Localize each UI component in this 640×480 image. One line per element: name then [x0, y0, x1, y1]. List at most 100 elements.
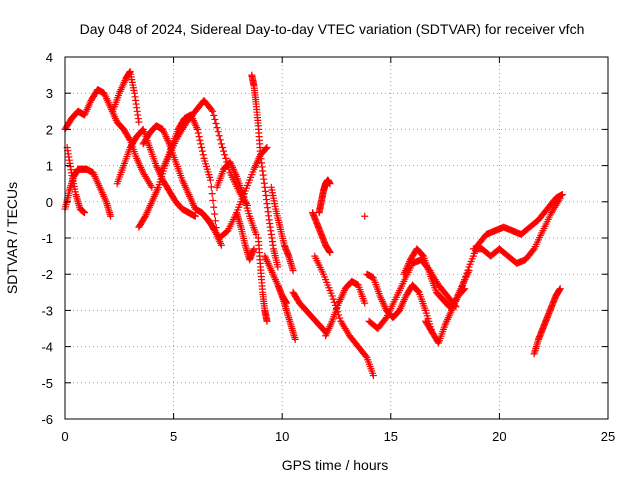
data-point [218, 144, 226, 151]
series-sat-l [248, 71, 282, 271]
data-point [529, 246, 537, 254]
chart-title: Day 048 of 2024, Sidereal Day-to-day VTE… [80, 21, 585, 37]
data-point [81, 209, 89, 217]
data-point [198, 144, 206, 151]
x-axis-label: GPS time / hours [282, 457, 389, 473]
data-point [328, 292, 336, 300]
y-tick-label: 2 [46, 122, 53, 137]
data-point [135, 118, 143, 126]
series-sat-u [322, 277, 369, 340]
data-point [463, 269, 471, 277]
data-point [214, 128, 222, 136]
data-point [252, 230, 260, 238]
data-point [361, 212, 369, 220]
x-tick-label: 20 [492, 429, 506, 444]
data-point [211, 210, 219, 218]
x-tick-label: 25 [601, 429, 615, 444]
data-point [217, 241, 225, 249]
data-point [289, 267, 297, 275]
y-tick-label: -4 [41, 340, 53, 355]
data-point [213, 124, 221, 132]
data-point [199, 151, 207, 159]
data-point [210, 203, 218, 211]
series-sat-ab [469, 194, 564, 267]
data-point [369, 372, 377, 380]
data-point [461, 276, 469, 284]
data-point [362, 352, 370, 360]
series-sat-k [233, 209, 258, 264]
data-point [263, 144, 271, 151]
data-point [138, 126, 146, 134]
series-sat-ac [530, 285, 564, 358]
series-sat-r [309, 209, 334, 256]
data-point [193, 125, 201, 133]
y-tick-label: 0 [46, 195, 53, 210]
data-point [456, 288, 464, 296]
data-point [211, 115, 219, 123]
data-point [217, 140, 225, 148]
data-point [462, 272, 470, 280]
x-tick-label: 0 [61, 429, 68, 444]
data-point [209, 196, 217, 204]
x-tick-label: 10 [275, 429, 289, 444]
data-point [274, 263, 282, 271]
data-point [326, 248, 334, 256]
mark-layer [61, 67, 566, 380]
data-point [148, 183, 156, 191]
series-sat-d [109, 67, 143, 126]
data-point [556, 194, 564, 202]
data-point [460, 279, 468, 287]
y-tick-label: -1 [41, 231, 53, 246]
data-point [419, 251, 427, 259]
data-point [330, 298, 338, 306]
data-point [381, 315, 389, 323]
grid-layer [65, 57, 608, 419]
x-tick-label: 5 [170, 429, 177, 444]
data-point [209, 107, 217, 115]
data-point [414, 287, 422, 295]
data-point [107, 212, 115, 220]
data-point [210, 111, 218, 119]
data-point [141, 214, 149, 222]
data-point [208, 106, 216, 114]
data-point [198, 147, 206, 155]
data-point [216, 136, 224, 144]
series-sat-v [361, 212, 369, 220]
data-point [458, 282, 466, 290]
data-point [221, 151, 229, 159]
data-point [457, 285, 465, 293]
data-point [556, 285, 564, 293]
data-point [558, 191, 566, 199]
data-point [220, 147, 228, 155]
series-sat-j [213, 158, 260, 238]
y-tick-label: -6 [41, 412, 53, 427]
y-tick-label: -3 [41, 303, 53, 318]
series-sat-o [267, 183, 297, 275]
data-point [464, 266, 472, 274]
data-point [196, 136, 204, 144]
data-point [207, 176, 215, 184]
data-point [191, 212, 199, 220]
series-sat-aa [456, 191, 566, 296]
data-point [222, 154, 230, 162]
series-sat-i [198, 144, 271, 242]
y-tick-label: 3 [46, 86, 53, 101]
y-tick-label: 4 [46, 50, 53, 65]
y-axis-label: SDTVAR / TECUs [4, 182, 20, 294]
data-point [212, 120, 220, 128]
data-point [326, 180, 334, 188]
series-sat-p [278, 292, 299, 343]
data-point [194, 129, 202, 137]
data-point [197, 140, 205, 148]
data-point [361, 299, 369, 307]
data-point [336, 314, 344, 322]
data-point [262, 144, 270, 152]
series-sat-s [315, 176, 334, 217]
y-tick-label: 1 [46, 159, 53, 174]
data-point [211, 217, 219, 225]
y-tick-label: -2 [41, 267, 53, 282]
tick-layer: 0 5 10 15 20 25 -6 -5 -4 -3 -2 -1 0 1 2 3 4 [41, 50, 615, 444]
data-point [208, 190, 216, 198]
x-tick-label: 15 [384, 429, 398, 444]
